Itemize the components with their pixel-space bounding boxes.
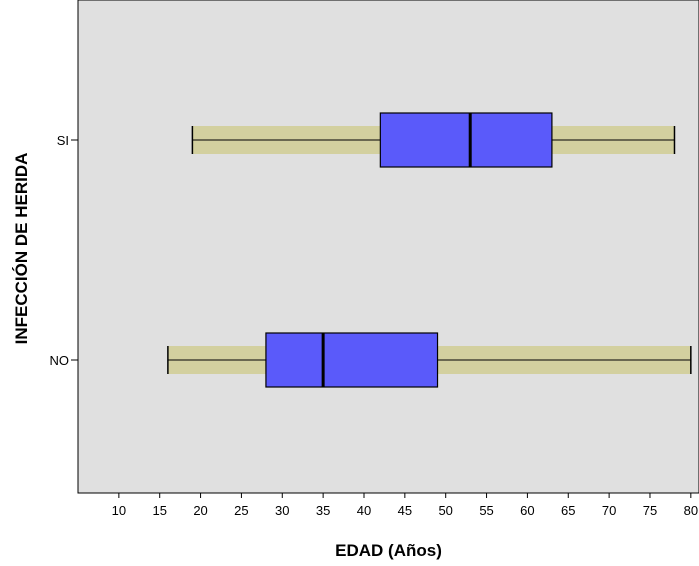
x-axis: 10 15 20 25 30 35 40 45 50 55 60 65 70 75 80 [112,493,698,518]
x-tick-label: 25 [234,503,248,518]
x-tick-label: 30 [275,503,289,518]
y-axis-title: INFECCIÓN DE HERIDA [12,153,31,345]
iqr-box [265,332,439,388]
plot-area [77,0,699,494]
x-tick-label: 15 [152,503,166,518]
y-tick-label: NO [50,353,70,368]
iqr-box [379,112,553,168]
x-tick-label: 10 [112,503,126,518]
x-tick-label: 40 [357,503,371,518]
x-axis-title: EDAD (Años) [335,541,442,560]
x-tick-label: 20 [193,503,207,518]
box-group-no [167,332,692,388]
x-tick-label: 50 [438,503,452,518]
x-tick-label: 35 [316,503,330,518]
x-tick-label: 80 [684,503,698,518]
box-group-si [191,112,676,168]
x-tick-label: 65 [561,503,575,518]
y-tick-label: SI [57,133,69,148]
y-axis: SI NO [50,133,78,368]
x-tick-label: 70 [602,503,616,518]
box-marks [167,112,692,388]
x-tick-label: 75 [643,503,657,518]
x-tick-label: 45 [398,503,412,518]
x-tick-label: 55 [479,503,493,518]
x-tick-label: 60 [520,503,534,518]
